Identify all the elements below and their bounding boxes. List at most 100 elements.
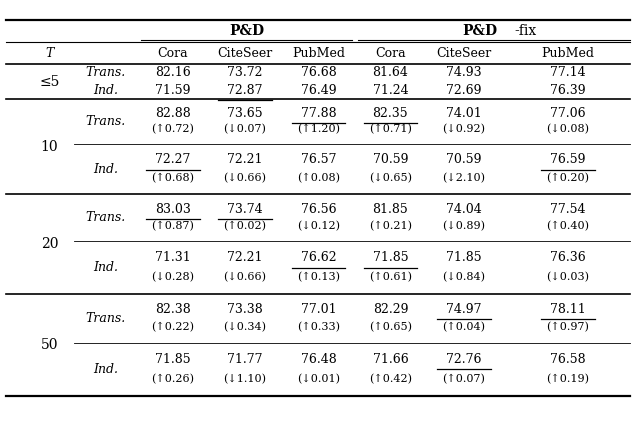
Text: 20: 20 <box>41 237 58 251</box>
Text: (↑0.72): (↑0.72) <box>152 124 194 135</box>
Text: Trans.: Trans. <box>86 312 125 325</box>
Text: (↑0.22): (↑0.22) <box>151 322 195 332</box>
Text: (↓0.07): (↓0.07) <box>223 124 266 135</box>
Text: Trans.: Trans. <box>86 211 125 224</box>
Text: 72.27: 72.27 <box>155 153 191 167</box>
Text: Trans.: Trans. <box>86 66 125 80</box>
Text: 71.85: 71.85 <box>372 251 408 264</box>
Text: (↓0.65): (↓0.65) <box>369 173 412 183</box>
Text: Ind.: Ind. <box>93 84 118 97</box>
Text: 73.38: 73.38 <box>227 303 262 316</box>
Text: 76.59: 76.59 <box>550 153 586 167</box>
Text: (↑0.08): (↑0.08) <box>297 173 340 183</box>
Text: 71.59: 71.59 <box>155 84 191 97</box>
Text: (↓0.66): (↓0.66) <box>223 272 266 282</box>
Text: (↑1.20): (↑1.20) <box>297 124 340 135</box>
Text: Trans.: Trans. <box>86 115 125 128</box>
Text: (↑0.87): (↑0.87) <box>152 221 194 231</box>
Text: 82.29: 82.29 <box>372 303 408 316</box>
Text: (↑0.02): (↑0.02) <box>223 221 266 231</box>
Text: 83.03: 83.03 <box>155 203 191 216</box>
Text: 73.65: 73.65 <box>227 107 262 120</box>
Text: (↑0.97): (↑0.97) <box>547 322 589 332</box>
Text: T: T <box>45 46 54 60</box>
Text: 74.01: 74.01 <box>446 107 482 120</box>
Text: (↑0.68): (↑0.68) <box>151 173 195 183</box>
Text: 76.62: 76.62 <box>301 251 336 264</box>
Text: 82.38: 82.38 <box>155 303 191 316</box>
Text: 76.68: 76.68 <box>301 66 336 80</box>
Text: (↑0.61): (↑0.61) <box>369 272 412 282</box>
Text: 77.88: 77.88 <box>301 107 336 120</box>
Text: 76.48: 76.48 <box>301 353 336 366</box>
Text: 74.93: 74.93 <box>446 66 482 80</box>
Text: 70.59: 70.59 <box>372 153 408 167</box>
Text: (↓0.89): (↓0.89) <box>442 221 486 231</box>
Text: 76.39: 76.39 <box>550 84 586 97</box>
Text: 72.21: 72.21 <box>227 153 262 167</box>
Text: 70.59: 70.59 <box>446 153 482 167</box>
Text: 72.87: 72.87 <box>227 84 262 97</box>
Text: 81.85: 81.85 <box>372 203 408 216</box>
Text: Cora: Cora <box>375 46 406 60</box>
Text: (↑0.42): (↑0.42) <box>369 373 412 384</box>
Text: 72.76: 72.76 <box>446 353 482 366</box>
Text: 71.24: 71.24 <box>372 84 408 97</box>
Text: (↓0.34): (↓0.34) <box>223 322 266 332</box>
Text: 10: 10 <box>41 140 58 154</box>
Text: (↑0.04): (↑0.04) <box>442 322 486 332</box>
Text: ≤5: ≤5 <box>40 75 60 89</box>
Text: (↑0.65): (↑0.65) <box>369 322 412 332</box>
Text: (↑0.20): (↑0.20) <box>547 173 589 183</box>
Text: 71.77: 71.77 <box>227 353 262 366</box>
Text: 74.04: 74.04 <box>446 203 482 216</box>
Text: 74.97: 74.97 <box>446 303 482 316</box>
Text: (↑0.26): (↑0.26) <box>151 373 195 384</box>
Text: (↓0.08): (↓0.08) <box>547 124 589 135</box>
Text: (↑0.40): (↑0.40) <box>547 221 589 231</box>
Text: (↓0.92): (↓0.92) <box>442 124 486 135</box>
Text: (↑0.19): (↑0.19) <box>547 373 589 384</box>
Text: (↑0.21): (↑0.21) <box>369 221 412 231</box>
Text: CiteSeer: CiteSeer <box>436 46 492 60</box>
Text: 76.57: 76.57 <box>301 153 336 167</box>
Text: 72.69: 72.69 <box>446 84 482 97</box>
Text: 77.06: 77.06 <box>550 107 586 120</box>
Text: Ind.: Ind. <box>93 261 118 274</box>
Text: P&D: P&D <box>463 24 498 38</box>
Text: 82.35: 82.35 <box>372 107 408 120</box>
Text: 76.58: 76.58 <box>550 353 586 366</box>
Text: 77.54: 77.54 <box>550 203 586 216</box>
Text: 76.36: 76.36 <box>550 251 586 264</box>
Text: 71.85: 71.85 <box>446 251 482 264</box>
Text: 77.14: 77.14 <box>550 66 586 80</box>
Text: 72.21: 72.21 <box>227 251 262 264</box>
Text: 50: 50 <box>41 338 58 352</box>
Text: 81.64: 81.64 <box>372 66 408 80</box>
Text: 82.16: 82.16 <box>155 66 191 80</box>
Text: 71.66: 71.66 <box>372 353 408 366</box>
Text: 82.88: 82.88 <box>155 107 191 120</box>
Text: (↓0.66): (↓0.66) <box>223 173 266 183</box>
Text: 76.56: 76.56 <box>301 203 336 216</box>
Text: PubMed: PubMed <box>541 46 595 60</box>
Text: (↓2.10): (↓2.10) <box>442 173 486 183</box>
Text: Cora: Cora <box>157 46 188 60</box>
Text: (↓0.84): (↓0.84) <box>442 272 486 282</box>
Text: Ind.: Ind. <box>93 163 118 175</box>
Text: Ind.: Ind. <box>93 362 118 376</box>
Text: (↑0.71): (↑0.71) <box>369 124 412 135</box>
Text: 73.72: 73.72 <box>227 66 262 80</box>
Text: 78.11: 78.11 <box>550 303 586 316</box>
Text: CiteSeer: CiteSeer <box>217 46 273 60</box>
Text: 71.31: 71.31 <box>155 251 191 264</box>
Text: (↑0.13): (↑0.13) <box>297 272 340 282</box>
Text: (↓0.28): (↓0.28) <box>151 272 195 282</box>
Text: (↑0.07): (↑0.07) <box>443 373 485 384</box>
Text: (↓0.03): (↓0.03) <box>547 272 589 282</box>
Text: PubMed: PubMed <box>292 46 345 60</box>
Text: P&D: P&D <box>229 24 264 38</box>
Text: (↓1.10): (↓1.10) <box>223 373 266 384</box>
Text: -fix: -fix <box>514 24 536 38</box>
Text: 77.01: 77.01 <box>301 303 336 316</box>
